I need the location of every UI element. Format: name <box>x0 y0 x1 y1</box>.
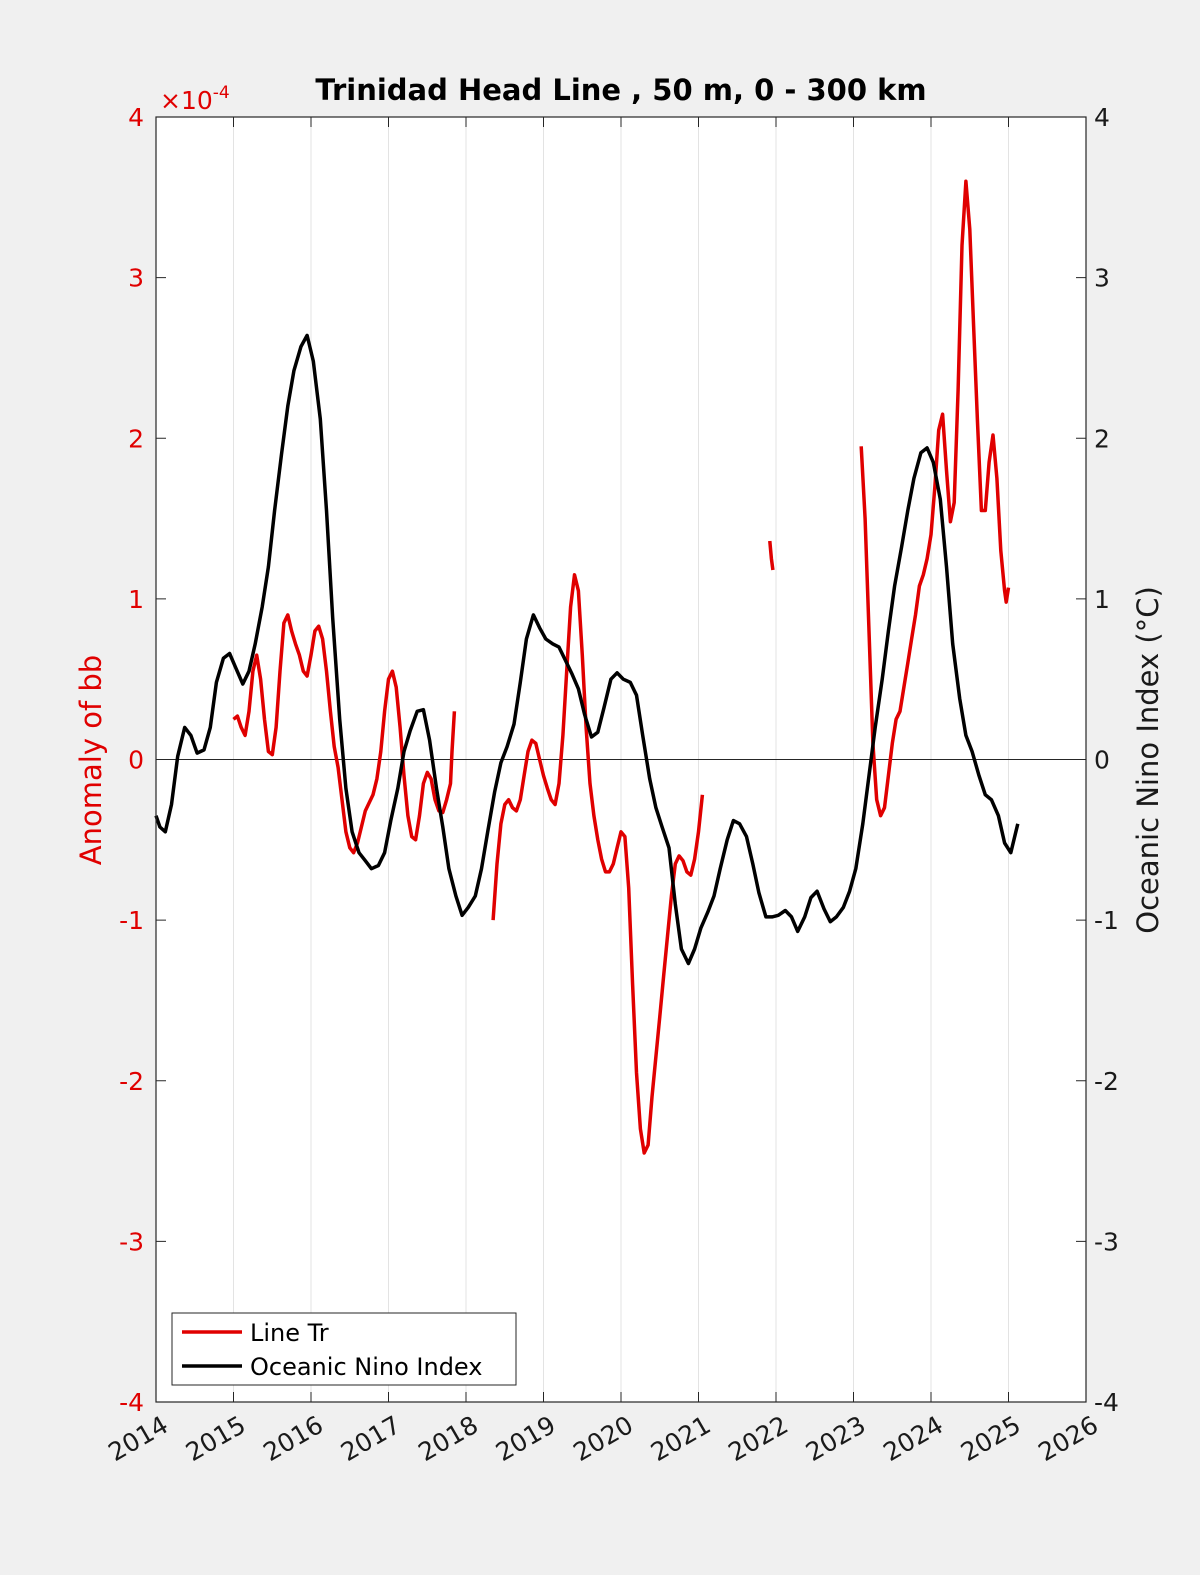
series-line-tr-segment <box>859 179 1011 818</box>
series-line-tr-segment <box>232 613 457 855</box>
right-tick-label: 2 <box>1094 424 1110 453</box>
x-tick-label: 2023 <box>801 1410 871 1467</box>
left-tick-label: 4 <box>128 103 144 132</box>
series-layer <box>154 179 1020 1155</box>
left-tick-label: 3 <box>128 264 144 293</box>
x-tick-label: 2022 <box>723 1410 793 1467</box>
chart-title: Trinidad Head Line , 50 m, 0 - 300 km <box>315 73 926 107</box>
series-oni-segment <box>154 333 1020 966</box>
x-tick-label: 2019 <box>491 1410 561 1467</box>
x-tick-label: 2016 <box>258 1410 328 1467</box>
x-tick-label: 2014 <box>103 1410 173 1467</box>
right-tick-label: -1 <box>1094 906 1119 935</box>
left-axis-multiplier-base: ×10 <box>160 86 213 115</box>
right-tick-label: 3 <box>1094 264 1110 293</box>
series-line-tr-segment <box>768 540 775 571</box>
left-tick-label: 1 <box>128 585 144 614</box>
x-tick-label: 2025 <box>956 1410 1026 1467</box>
x-tick-label: 2026 <box>1033 1410 1103 1467</box>
right-tick-label: 4 <box>1094 103 1110 132</box>
left-tick-label: 2 <box>128 424 144 453</box>
legend: Line Tr Oceanic Nino Index <box>171 1312 517 1386</box>
left-tick-label: 0 <box>128 746 144 775</box>
legend-box <box>171 1312 517 1386</box>
x-tick-label: 2021 <box>646 1410 716 1467</box>
x-tick-label: 2024 <box>878 1410 948 1467</box>
right-tick-label: -3 <box>1094 1227 1119 1256</box>
x-tick-label: 2020 <box>568 1410 638 1467</box>
left-tick-label: -4 <box>119 1388 144 1417</box>
right-tick-label: -2 <box>1094 1067 1119 1096</box>
right-tick-label: -4 <box>1094 1388 1119 1417</box>
x-tick-label: 2017 <box>336 1410 406 1467</box>
legend-label-line-tr: Line Tr <box>250 1319 329 1347</box>
series-line-tr-segment <box>491 573 705 1155</box>
left-tick-label: -3 <box>119 1227 144 1256</box>
left-axis-label: Anomaly of bb <box>74 655 108 865</box>
x-tick-label: 2018 <box>413 1410 483 1467</box>
right-axis-label: Oceanic Nino Index (°C) <box>1131 586 1165 934</box>
left-tick-label: -2 <box>119 1067 144 1096</box>
right-tick-label: 0 <box>1094 746 1110 775</box>
left-axis-multiplier: ×10-4 <box>160 83 230 115</box>
left-tick-label: -1 <box>119 906 144 935</box>
right-tick-label: 1 <box>1094 585 1110 614</box>
legend-label-oni: Oceanic Nino Index <box>250 1353 482 1381</box>
left-axis-multiplier-exponent: -4 <box>213 83 230 103</box>
x-tick-label: 2015 <box>181 1410 251 1467</box>
